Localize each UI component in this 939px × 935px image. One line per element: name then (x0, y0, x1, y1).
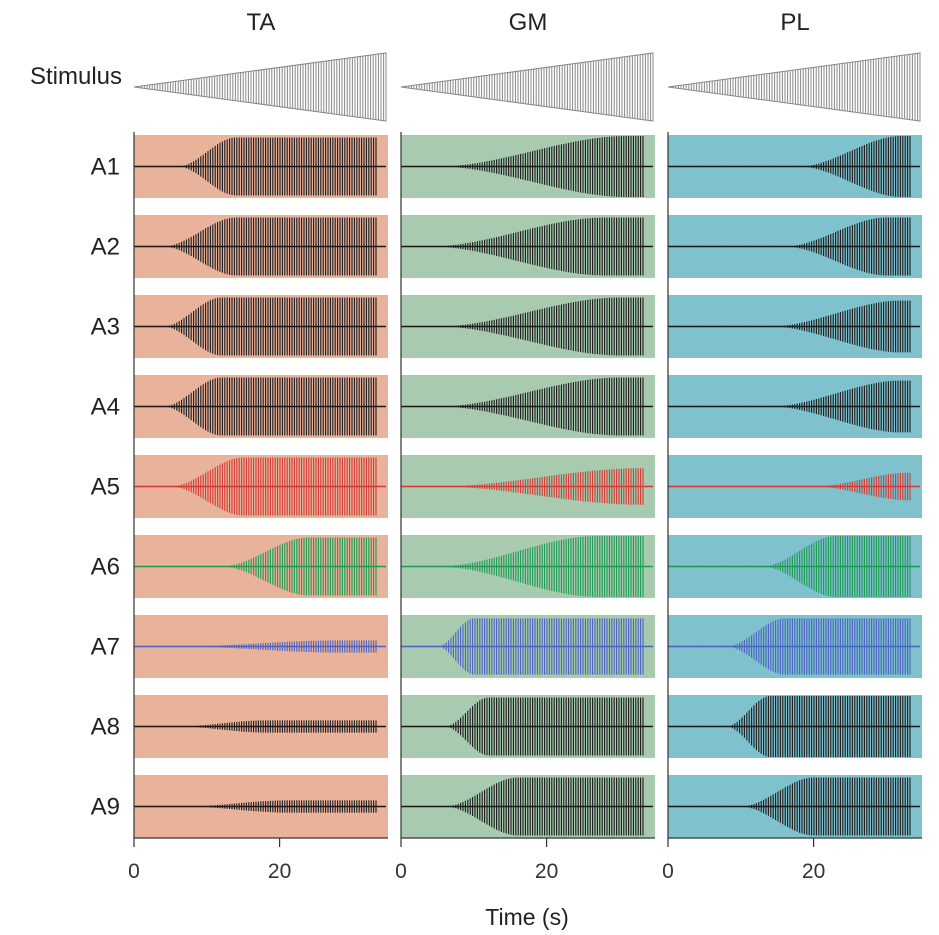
emg-trace-a9-ta (134, 800, 386, 813)
x-tick-label-ta-0: 0 (128, 860, 140, 883)
emg-trace-a4-gm (401, 377, 653, 436)
emg-trace-a2-gm (401, 217, 653, 276)
emg-trace-a2-pl (668, 217, 920, 276)
emg-trace-a6-ta (134, 537, 386, 596)
emg-trace-a1-gm (401, 136, 653, 197)
stimulus-trace-gm (400, 52, 654, 122)
row-label-a7: A7 (91, 634, 120, 661)
emg-trace-a8-pl (668, 696, 920, 757)
stimulus-trace-ta (133, 52, 387, 122)
emg-trace-a9-gm (401, 777, 653, 836)
emg-trace-a5-gm (401, 468, 653, 505)
x-tick-label-gm-20: 20 (535, 860, 558, 883)
emg-trace-a9-pl (668, 777, 920, 836)
row-label-a3: A3 (91, 314, 120, 341)
emg-trace-a7-ta (134, 640, 386, 653)
row-label-a1: A1 (91, 154, 120, 181)
x-axis-gm (400, 132, 655, 839)
column-title-gm: GM (509, 9, 548, 36)
stimulus-label: Stimulus (30, 63, 122, 90)
emg-trace-a1-ta (134, 137, 386, 196)
row-label-a4: A4 (91, 394, 120, 421)
row-label-a5: A5 (91, 474, 120, 501)
emg-trace-a3-pl (668, 300, 920, 353)
row-label-a9: A9 (91, 794, 120, 821)
emg-trace-a2-ta (134, 217, 386, 276)
x-tick-label-gm-0: 0 (395, 860, 407, 883)
row-label-a2: A2 (91, 234, 120, 261)
row-label-a6: A6 (91, 554, 120, 581)
row-label-a8: A8 (91, 714, 120, 741)
x-axis-title: Time (s) (485, 904, 568, 930)
emg-trace-a5-ta (134, 457, 386, 516)
column-title-ta: TA (247, 9, 276, 36)
x-tick-label-pl-20: 20 (802, 860, 825, 883)
emg-trace-a8-ta (134, 720, 386, 733)
emg-trace-a6-gm (401, 536, 653, 597)
emg-trace-a3-gm (401, 297, 653, 356)
emg-trace-a1-pl (668, 136, 920, 197)
x-tick-label-pl-0: 0 (662, 860, 674, 883)
x-axis-ta (133, 132, 388, 839)
x-axis-pl (667, 132, 922, 839)
emg-trace-a7-gm (401, 618, 653, 675)
emg-trace-a3-ta (134, 297, 386, 356)
emg-trace-a4-pl (668, 380, 920, 433)
emg-trace-a7-pl (668, 618, 920, 675)
column-title-pl: PL (780, 9, 809, 36)
emg-trace-a5-pl (668, 472, 920, 501)
emg-trace-a8-gm (401, 697, 653, 756)
stimulus-trace-pl (667, 52, 921, 122)
emg-trace-a6-pl (668, 536, 920, 597)
x-tick-label-ta-20: 20 (268, 860, 291, 883)
emg-trace-a4-ta (134, 377, 386, 436)
